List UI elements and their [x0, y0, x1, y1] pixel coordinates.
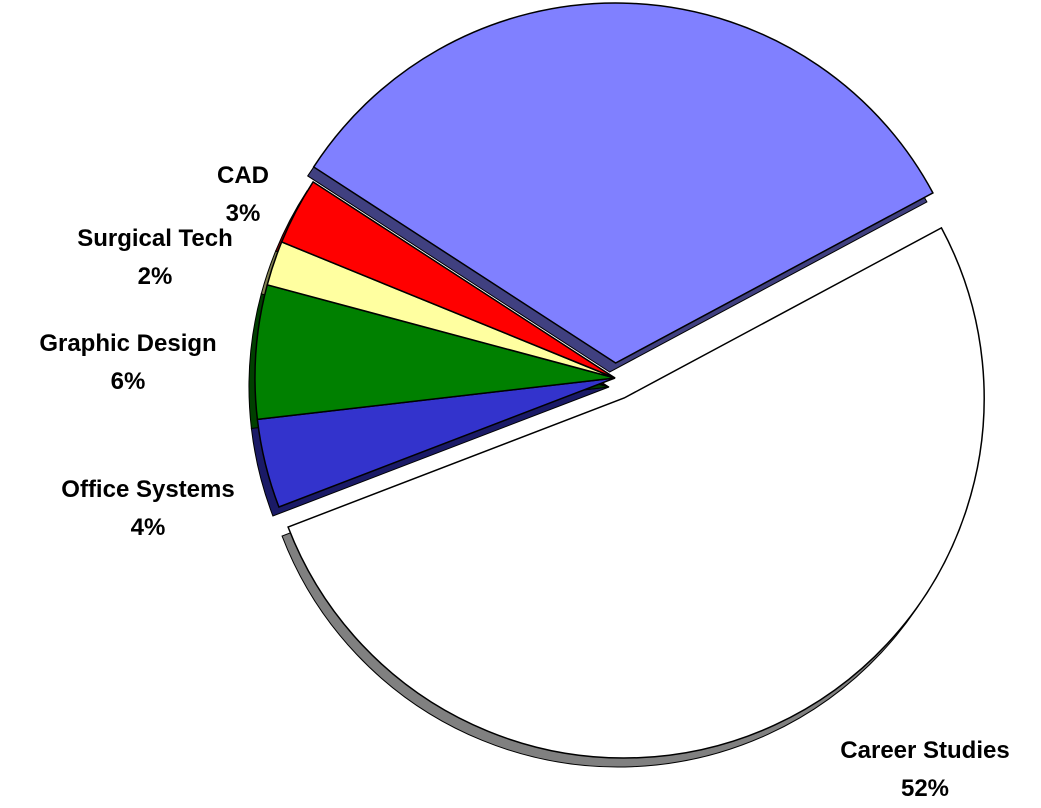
slice-value-label: 52%	[901, 775, 949, 802]
slice-value-label: 4%	[131, 514, 166, 541]
slice	[254, 283, 616, 421]
slice	[287, 226, 985, 759]
slice-value-label: 6%	[111, 368, 146, 395]
slice-value-label: 3%	[226, 200, 261, 227]
slice-label: CAD	[217, 162, 269, 189]
slice-label: Office Systems	[61, 476, 234, 503]
slice-label: Graphic Design	[39, 330, 216, 357]
slice	[280, 180, 616, 379]
slice	[312, 2, 934, 364]
slice-label: Career Studies	[840, 737, 1009, 764]
slice-label: Surgical Tech	[77, 225, 233, 252]
slice-value-label: 2%	[138, 263, 173, 290]
